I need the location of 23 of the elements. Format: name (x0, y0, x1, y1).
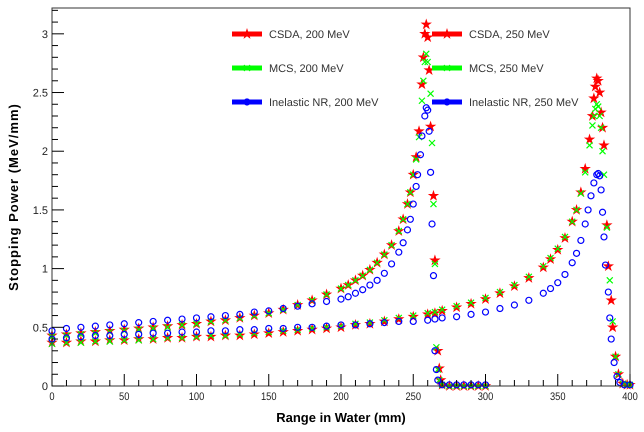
y-tick-label: 3 (42, 28, 48, 41)
x-tick-label: 50 (119, 391, 130, 404)
y-tick-label: 2 (42, 146, 48, 158)
x-tick-label: 150 (260, 391, 277, 404)
x-tick-label: 350 (550, 391, 566, 404)
y-tick-label: 2.5 (32, 88, 48, 100)
x-tick-label: 250 (405, 391, 422, 404)
legend-label: CSDA, 250 MeV (469, 29, 550, 41)
y-axis-title: Stopping Power (MeV/mm) (6, 103, 21, 291)
x-axis-title: Range in Water (mm) (276, 410, 406, 425)
legend-label: CSDA, 200 MeV (269, 29, 350, 41)
legend-label: Inelastic NR, 200 MeV (269, 97, 380, 109)
legend-label: Inelastic NR, 250 MeV (469, 97, 580, 109)
legend-label: MCS, 250 MeV (469, 63, 544, 75)
x-tick-label: 100 (188, 391, 205, 404)
x-tick-label: 300 (478, 391, 494, 404)
x-tick-label: 200 (333, 391, 350, 404)
y-tick-label: 0 (42, 381, 48, 393)
x-tick-label: 400 (622, 391, 638, 404)
y-tick-label: 1.5 (32, 204, 48, 217)
legend-label: MCS, 200 MeV (269, 63, 344, 75)
y-tick-label: 1 (42, 264, 48, 276)
y-tick-label: 0.5 (32, 322, 48, 334)
